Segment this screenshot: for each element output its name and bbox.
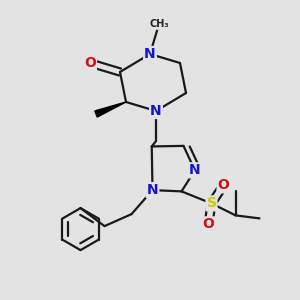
Text: S: S xyxy=(206,196,217,210)
Text: N: N xyxy=(144,47,156,61)
Text: N: N xyxy=(147,183,158,197)
Polygon shape xyxy=(95,102,126,117)
Text: O: O xyxy=(218,178,230,192)
Text: N: N xyxy=(189,164,201,177)
Text: N: N xyxy=(150,104,162,118)
Text: CH₃: CH₃ xyxy=(149,19,169,29)
Text: O: O xyxy=(202,218,214,231)
Text: O: O xyxy=(84,56,96,70)
